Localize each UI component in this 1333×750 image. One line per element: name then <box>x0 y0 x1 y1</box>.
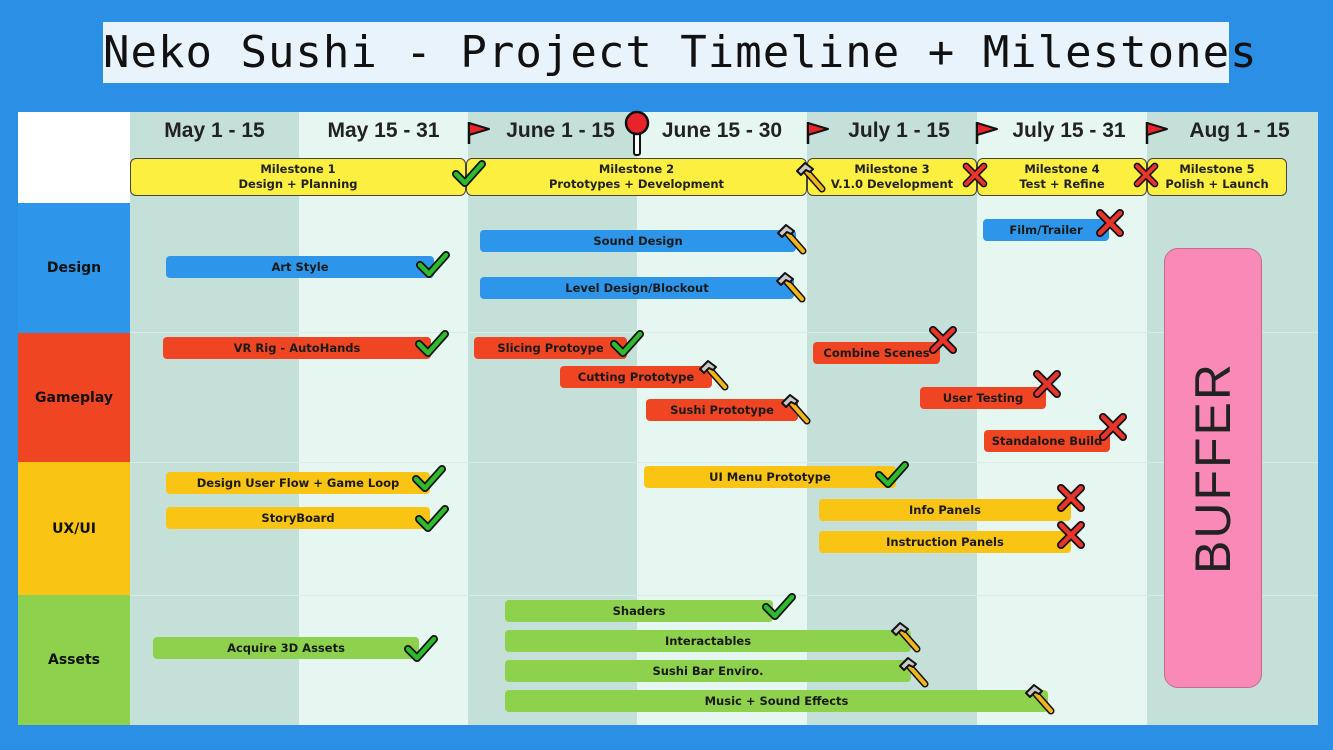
hammer-icon <box>696 358 730 392</box>
milestone-name: Milestone 3 <box>854 162 930 176</box>
task-music-sound-effects: Music + Sound Effects <box>505 690 1048 712</box>
cross-icon <box>1096 410 1130 444</box>
cross-icon <box>1054 518 1088 552</box>
check-icon <box>610 327 644 361</box>
task-vr-rig: VR Rig - AutoHands <box>163 337 431 359</box>
task-user-testing: User Testing <box>920 387 1046 409</box>
task-standalone-build: Standalone Build <box>984 430 1110 452</box>
red-flag-icon <box>1142 119 1170 145</box>
hammer-icon <box>888 620 922 654</box>
cross-icon <box>1054 481 1088 515</box>
cross-icon <box>960 160 990 190</box>
check-icon <box>416 248 450 282</box>
column-header: July 15 - 31 <box>1012 119 1126 142</box>
check-icon <box>452 157 486 191</box>
hammer-icon <box>773 270 807 304</box>
cross-icon <box>1030 367 1064 401</box>
milestone-name: Milestone 2 <box>598 162 675 176</box>
milestone-5: Milestone 5 Polish + Launch <box>1147 158 1287 196</box>
task-art-style: Art Style <box>166 256 434 278</box>
column-header: June 15 - 30 <box>661 119 783 142</box>
milestone-name: Milestone 4 <box>1024 162 1100 176</box>
row-label-gameplay: Gameplay <box>18 333 130 462</box>
row-divider <box>130 332 1318 333</box>
column-bg-july-1-15 <box>807 112 977 725</box>
task-shaders: Shaders <box>505 600 773 622</box>
row-label-uxui: UX/UI <box>18 462 130 595</box>
column-bg-may-1-15 <box>130 112 299 725</box>
red-flag-icon <box>972 119 1000 145</box>
red-flag-icon <box>803 119 831 145</box>
buffer-block: BUFFER <box>1164 248 1262 688</box>
row-divider <box>130 462 1318 463</box>
cross-icon <box>926 323 960 357</box>
column-header: July 1 - 15 <box>848 119 950 142</box>
hammer-icon <box>793 160 827 194</box>
milestone-name: Milestone 1 <box>260 162 336 176</box>
row-label-design: Design <box>18 203 130 333</box>
cross-icon <box>1093 206 1127 240</box>
hammer-icon <box>896 655 930 689</box>
column-header: May 15 - 31 <box>327 119 440 142</box>
column-bg-june-1-15 <box>468 112 637 725</box>
task-ui-menu-prototype: UI Menu Prototype <box>644 466 896 488</box>
check-icon <box>415 327 449 361</box>
milestone-desc: Design + Planning <box>238 177 358 191</box>
milestone-desc: Test + Refine <box>1019 177 1105 191</box>
pin-icon <box>622 109 652 159</box>
milestone-2: Milestone 2 Prototypes + Development <box>466 158 807 196</box>
hammer-icon <box>778 392 812 426</box>
milestone-1: Milestone 1 Design + Planning <box>130 158 466 196</box>
task-combine-scenes: Combine Scenes <box>813 342 940 364</box>
buffer-label: BUFFER <box>1185 362 1241 574</box>
red-flag-icon <box>464 119 492 145</box>
column-header: May 1 - 15 <box>164 119 265 142</box>
milestone-desc: V.1.0 Development <box>830 177 954 191</box>
task-slicing-prototype: Slicing Protoype <box>474 337 627 359</box>
hammer-icon <box>774 222 808 256</box>
task-design-user-flow: Design User Flow + Game Loop <box>166 472 430 494</box>
hammer-icon <box>1022 682 1056 716</box>
task-acquire-3d-assets: Acquire 3D Assets <box>153 637 419 659</box>
task-film-trailer: Film/Trailer <box>983 219 1109 241</box>
check-icon <box>412 462 446 496</box>
page-title: Neko Sushi - Project Timeline + Mileston… <box>103 22 1257 83</box>
check-icon <box>762 590 796 624</box>
cross-icon <box>1131 160 1161 190</box>
check-icon <box>415 502 449 536</box>
milestone-3: Milestone 3 V.1.0 Development <box>807 158 977 196</box>
task-instruction-panels: Instruction Panels <box>819 531 1071 553</box>
milestone-4: Milestone 4 Test + Refine <box>977 158 1147 196</box>
column-bg-may-15-31 <box>299 112 468 725</box>
task-cutting-prototype: Cutting Prototype <box>560 366 712 388</box>
task-storyboard: StoryBoard <box>166 507 430 529</box>
milestone-desc: Polish + Launch <box>1165 177 1269 191</box>
milestone-name: Milestone 5 <box>1179 162 1255 176</box>
task-interactables: Interactables <box>505 630 911 652</box>
row-divider <box>130 595 1318 596</box>
milestone-desc: Prototypes + Development <box>548 177 725 191</box>
check-icon <box>404 632 438 666</box>
row-label-assets: Assets <box>18 595 130 725</box>
check-icon <box>875 458 909 492</box>
column-header: June 1 - 15 <box>506 119 615 142</box>
task-info-panels: Info Panels <box>819 499 1071 521</box>
task-sound-design: Sound Design <box>480 230 796 252</box>
task-level-design: Level Design/Blockout <box>480 277 794 299</box>
task-sushi-prototype: Sushi Prototype <box>646 399 798 421</box>
column-header: Aug 1 - 15 <box>1189 119 1290 142</box>
task-sushi-bar-enviro: Sushi Bar Enviro. <box>505 660 911 682</box>
